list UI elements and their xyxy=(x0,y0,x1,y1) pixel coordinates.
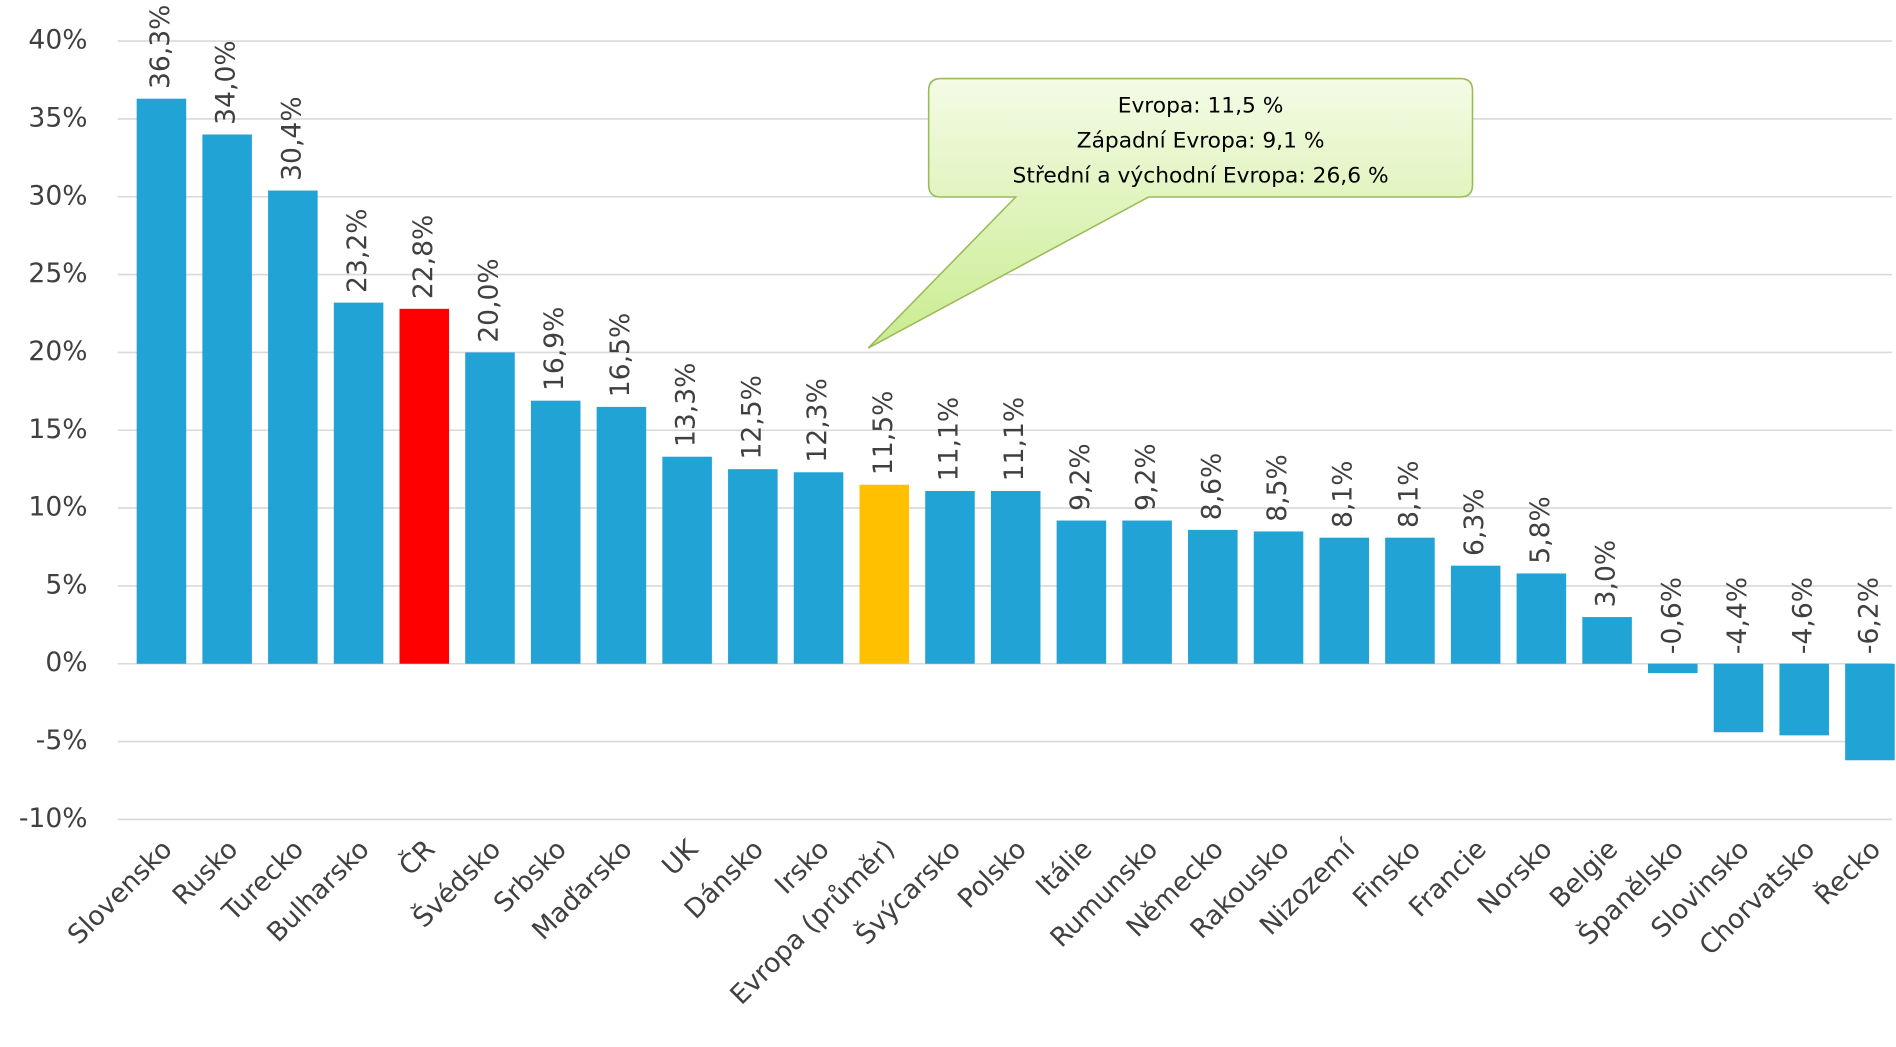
value-label: 12,3% xyxy=(802,378,833,462)
value-label: 11,1% xyxy=(999,397,1030,481)
bar xyxy=(1385,537,1435,664)
y-tick-label: 40% xyxy=(28,25,87,56)
x-tick-label: Slovensko xyxy=(62,834,179,951)
bar xyxy=(1122,520,1172,664)
x-tick-label: ČR xyxy=(393,833,442,882)
value-label: 20,0% xyxy=(473,258,504,342)
value-label: 5,8% xyxy=(1525,496,1556,564)
bar xyxy=(728,469,778,664)
value-label: 22,8% xyxy=(408,215,439,299)
bar xyxy=(1845,663,1895,761)
y-tick-label: 20% xyxy=(28,336,87,367)
bar xyxy=(1319,537,1370,664)
annotation-line: Západní Evropa: 9,1 % xyxy=(1077,128,1325,153)
value-label: 23,2% xyxy=(342,209,373,293)
value-label: 13,3% xyxy=(671,363,702,447)
bar xyxy=(925,490,975,664)
bar xyxy=(465,352,515,664)
x-tick-label: Norsko xyxy=(1472,834,1559,921)
x-tick-label: UK xyxy=(656,833,704,881)
bar xyxy=(1450,565,1501,664)
y-tick-label: 35% xyxy=(28,102,87,133)
value-label: 16,9% xyxy=(539,307,570,391)
value-label: -6,2% xyxy=(1853,577,1884,654)
value-label: 16,5% xyxy=(605,313,636,397)
x-tick-label: Polsko xyxy=(952,834,1033,915)
bar xyxy=(333,302,384,664)
value-label: 9,2% xyxy=(1131,443,1162,511)
value-label: -4,6% xyxy=(1788,577,1819,654)
value-label: 3,0% xyxy=(1591,540,1622,608)
bar xyxy=(1056,520,1107,664)
bar xyxy=(1713,663,1764,733)
bar xyxy=(268,190,318,664)
bar xyxy=(1582,617,1632,664)
value-label: -4,4% xyxy=(1722,577,1753,654)
value-label: 8,1% xyxy=(1393,460,1424,528)
value-label: 34,0% xyxy=(211,40,242,124)
value-label: 8,6% xyxy=(1196,453,1227,521)
bar xyxy=(202,134,252,664)
value-label: 11,5% xyxy=(868,391,899,475)
y-tick-label: -5% xyxy=(36,725,88,756)
y-tick-label: 15% xyxy=(28,414,87,445)
value-label: 8,5% xyxy=(1262,454,1293,522)
bar xyxy=(1188,529,1238,664)
bar xyxy=(859,484,910,664)
bar xyxy=(793,472,844,664)
bar xyxy=(596,406,647,664)
y-tick-label: 25% xyxy=(28,258,87,289)
bar xyxy=(1779,663,1829,736)
y-tick-label: 5% xyxy=(45,569,87,600)
bar xyxy=(1516,573,1567,664)
value-label: -0,6% xyxy=(1656,577,1687,654)
annotation-line: Evropa: 11,5 % xyxy=(1118,93,1284,118)
bar xyxy=(136,98,187,664)
y-tick-label: 10% xyxy=(28,492,87,523)
bar xyxy=(662,456,712,664)
bar xyxy=(399,308,450,664)
y-tick-label: 0% xyxy=(45,647,87,678)
bar xyxy=(990,490,1041,664)
annotation-line: Střední a východní Evropa: 26,6 % xyxy=(1013,163,1389,188)
value-label: 6,3% xyxy=(1459,488,1490,556)
bar xyxy=(1253,531,1304,664)
value-label: 30,4% xyxy=(276,96,307,180)
value-label: 36,3% xyxy=(145,5,176,89)
value-label: 8,1% xyxy=(1328,460,1359,528)
value-label: 11,1% xyxy=(933,397,964,481)
x-tick-label: Řecko xyxy=(1808,833,1886,911)
value-label: 12,5% xyxy=(736,375,767,459)
callout: Evropa: 11,5 % Západní Evropa: 9,1 % Střed… xyxy=(867,77,1474,349)
value-label: 9,2% xyxy=(1065,443,1096,511)
y-tick-label: 30% xyxy=(28,180,87,211)
bar xyxy=(1648,663,1698,674)
bar xyxy=(530,400,581,664)
callout-box xyxy=(867,77,1474,349)
y-tick-label: -10% xyxy=(19,803,88,834)
